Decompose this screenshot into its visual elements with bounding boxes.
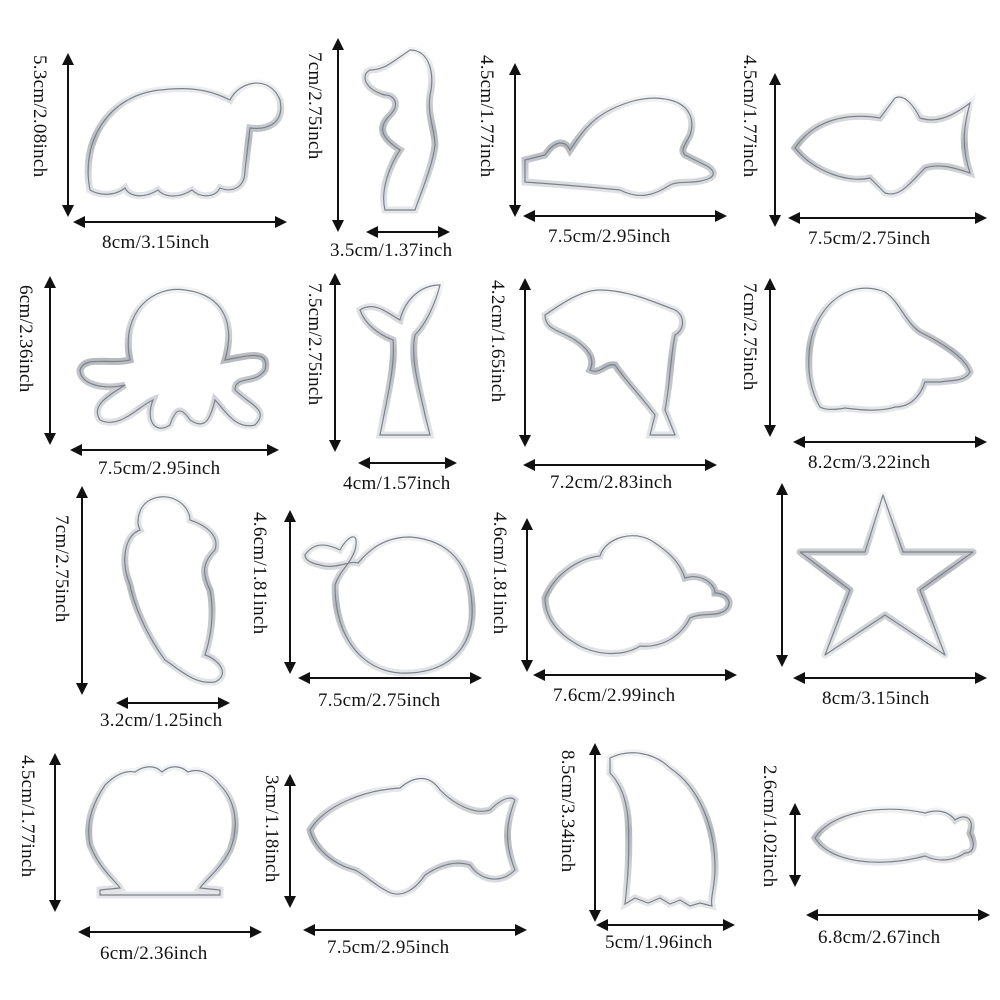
- goldfish-height-label: 3cm/1.18inch: [261, 775, 282, 883]
- octopus-width-arrow: [70, 444, 279, 456]
- seal-height-arrow: [509, 63, 521, 217]
- octopus-height-arrow: [44, 276, 56, 445]
- fish-width-arrow: [788, 212, 987, 224]
- walrus-width-label: 8.2cm/3.22inch: [808, 452, 931, 473]
- seahorse-width-label: 3.5cm/1.37inch: [330, 240, 453, 261]
- dolphin-cutter-image: [541, 286, 686, 439]
- seahorse-height-label: 7cm/2.75inch: [304, 52, 325, 160]
- small-fish-width-arrow: [806, 909, 990, 921]
- penguin-width-arrow: [596, 919, 735, 931]
- turtle-cutter-image: [84, 79, 285, 200]
- seal-height-label: 4.5cm/1.77inch: [476, 55, 497, 178]
- turtle-width-label: 8cm/3.15inch: [102, 232, 210, 253]
- fish-height-arrow: [769, 73, 781, 227]
- dolphin-width-label: 7.2cm/2.83inch: [550, 472, 673, 493]
- walrus-height-label: 7cm/2.75inch: [739, 283, 760, 391]
- clownfish-height-arrow: [521, 518, 533, 672]
- starfish-width-label: 8cm/3.15inch: [822, 688, 930, 709]
- whale-height-arrow: [284, 510, 296, 674]
- turtle-height-label: 5.3cm/2.08inch: [29, 55, 50, 178]
- seahorse-height-arrow: [332, 38, 344, 232]
- small-fish-cutter-image: [810, 805, 977, 866]
- seahorse-2-height-label: 7cm/2.75inch: [51, 515, 72, 623]
- walrus-height-arrow: [764, 278, 776, 437]
- mermaid-tail-width-arrow: [358, 457, 457, 469]
- shell-width-arrow: [78, 926, 262, 938]
- octopus-cutter-image: [76, 285, 270, 432]
- whale-height-label: 4.6cm/1.81inch: [249, 512, 270, 635]
- seahorse-2-cutter-image: [121, 493, 226, 686]
- penguin-height-arrow: [589, 743, 601, 922]
- goldfish-cutter-image: [306, 775, 520, 898]
- starfish-cutter-image: [796, 491, 977, 659]
- seal-width-arrow: [523, 210, 727, 222]
- dolphin-width-arrow: [523, 459, 717, 471]
- whale-width-arrow: [298, 672, 482, 684]
- dolphin-height-arrow: [519, 278, 531, 447]
- seahorse-2-width-label: 3.2cm/1.25inch: [100, 710, 223, 731]
- walrus-cutter-image: [805, 284, 974, 414]
- seal-cutter-image: [521, 94, 717, 199]
- seal-width-label: 7.5cm/2.95inch: [548, 226, 671, 247]
- seahorse-2-height-arrow: [76, 486, 88, 695]
- shell-height-label: 4.5cm/1.77inch: [17, 755, 38, 878]
- penguin-cutter-image: [606, 749, 719, 911]
- clownfish-width-arrow: [533, 669, 737, 681]
- shell-cutter-image: [85, 763, 239, 899]
- turtle-width-arrow: [73, 216, 287, 228]
- starfish-height-arrow: [776, 483, 788, 667]
- walrus-width-arrow: [793, 436, 987, 448]
- small-fish-height-arrow: [789, 803, 801, 887]
- starfish-width-arrow: [793, 672, 987, 684]
- mermaid-tail-height-arrow: [329, 273, 341, 452]
- small-fish-width-label: 6.8cm/2.67inch: [818, 927, 941, 948]
- fish-height-label: 4.5cm/1.77inch: [739, 55, 760, 178]
- fish-width-label: 7.5cm/2.75inch: [808, 228, 931, 249]
- small-fish-height-label: 2.6cm/1.02inch: [759, 765, 780, 888]
- clownfish-cutter-image: [541, 532, 733, 657]
- shell-width-label: 6cm/2.36inch: [100, 943, 208, 964]
- goldfish-width-label: 7.5cm/2.95inch: [327, 937, 450, 958]
- seahorse-2-width-arrow: [116, 697, 230, 709]
- mermaid-tail-width-label: 4cm/1.57inch: [343, 473, 451, 494]
- mermaid-tail-height-label: 7.5cm/2.75inch: [304, 283, 325, 406]
- octopus-width-label: 7.5cm/2.95inch: [98, 458, 221, 479]
- whale-cutter-image: [301, 533, 476, 677]
- seahorse-cutter-image: [361, 46, 439, 214]
- shell-height-arrow: [49, 753, 61, 912]
- whale-width-label: 7.5cm/2.75inch: [318, 690, 441, 711]
- seahorse-width-arrow: [366, 226, 450, 238]
- clownfish-height-label: 4.6cm/1.81inch: [489, 512, 510, 635]
- clownfish-width-label: 7.6cm/2.99inch: [553, 685, 676, 706]
- octopus-height-label: 6cm/2.36inch: [15, 285, 36, 393]
- fish-cutter-image: [790, 93, 976, 198]
- penguin-width-label: 5cm/1.96inch: [605, 932, 713, 953]
- goldfish-width-arrow: [303, 924, 527, 936]
- mermaid-tail-cutter-image: [355, 281, 445, 439]
- dolphin-height-label: 4.2cm/1.65inch: [487, 280, 508, 403]
- turtle-height-arrow: [62, 53, 74, 217]
- goldfish-height-arrow: [284, 774, 296, 908]
- penguin-height-label: 8.5cm/3.34inch: [557, 750, 578, 873]
